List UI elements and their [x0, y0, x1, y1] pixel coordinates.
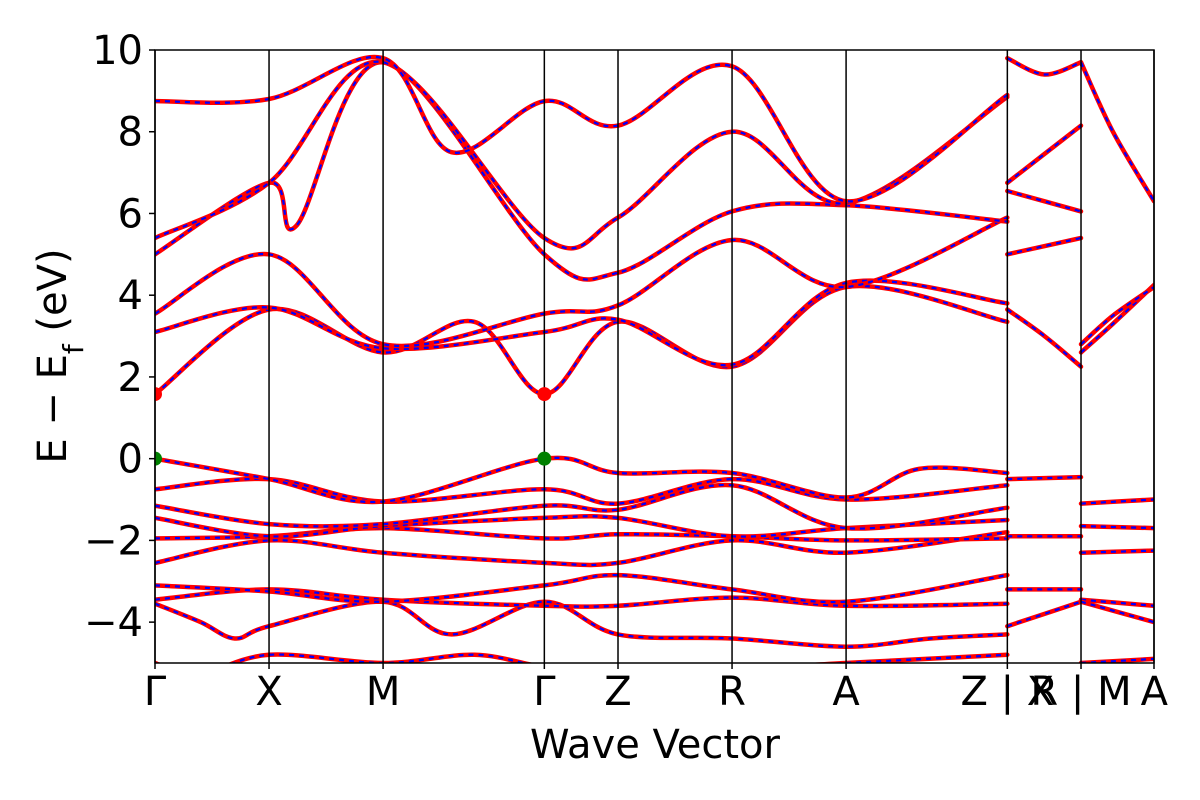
band-0-solid [155, 652, 1010, 663]
band-right-10-dashed [1080, 284, 1154, 354]
band-15-dashed [155, 55, 1008, 203]
band-6-dashed [155, 515, 1008, 538]
band-right-11-dashed [1080, 286, 1154, 346]
y-tick-label-6: −2 [84, 518, 143, 564]
x-tick-label-3: Γ [533, 669, 556, 715]
band-4-dashed [155, 531, 1008, 567]
band-right-2-dashed [1007, 236, 1082, 256]
band-14-dashed [155, 60, 1008, 250]
band-right-13-dashed [1080, 525, 1154, 530]
band-10-solid [155, 283, 1010, 397]
x-tick-label-7: Z | X [960, 669, 1054, 715]
x-tick-label-5: R [718, 669, 746, 715]
x-tick-label-6: A [832, 669, 860, 715]
band-right-14-dashed [1080, 549, 1154, 554]
band-right-11-solid [1078, 284, 1154, 347]
x-tick-label-1: X [255, 669, 282, 715]
y-tick-label-1: 8 [118, 110, 143, 156]
x-tick-label-9: A [1141, 669, 1169, 715]
cbm-marker-1 [537, 387, 552, 402]
y-tick-label-2: 6 [118, 191, 143, 237]
y-axis-label: E − Ef (eV) [30, 248, 90, 463]
band-right-1-dashed [1007, 189, 1082, 213]
cbm-marker-0 [155, 387, 162, 402]
band-3-dashed [155, 573, 1008, 604]
x-tick-label-4: Z [604, 669, 631, 715]
y-tick-label-7: −4 [84, 600, 143, 646]
band-right-5-dashed [1007, 476, 1082, 481]
band-7-dashed [155, 483, 1008, 530]
bands-layer [155, 54, 1154, 663]
band-right-0-solid [1005, 123, 1084, 186]
x-tick-label-2: M [366, 669, 401, 715]
band-15-solid [155, 54, 1010, 204]
band-right-9-solid [1078, 60, 1154, 204]
band-7-solid [155, 482, 1010, 531]
band-right-3-dashed [1006, 308, 1082, 368]
y-axis-ticks: 10 8 6 4 2 0 −2 −4 [84, 28, 155, 646]
band-14-solid [155, 59, 1010, 251]
x-tick-label-8: R | M [1030, 669, 1131, 715]
band-right-8-dashed [1006, 600, 1082, 628]
band-1-dashed [155, 600, 1008, 648]
y-tick-label-0: 10 [92, 28, 143, 74]
x-axis-label: Wave Vector [530, 722, 781, 768]
vbm-marker-0 [155, 451, 162, 466]
band-right-15-dashed [1080, 598, 1154, 607]
band-13-dashed [155, 61, 1008, 281]
band-right-4-solid [1005, 55, 1084, 77]
vbm-marker-1 [537, 451, 552, 466]
band-edge-markers [155, 387, 552, 466]
band-12-dashed [155, 216, 1008, 348]
plot-frame [154, 49, 1155, 664]
band-10-dashed [155, 284, 1008, 396]
y-tick-label-3: 4 [118, 273, 143, 319]
band-right-12-dashed [1080, 498, 1154, 505]
band-9-dashed [155, 456, 1008, 504]
band-right-4-dashed [1006, 57, 1082, 76]
kpoint-lines [154, 50, 1155, 663]
y-tick-label-4: 2 [118, 355, 143, 401]
x-tick-label-0: Γ [144, 669, 167, 715]
band-right-16-dashed [1080, 600, 1154, 624]
y-tick-label-5: 0 [118, 437, 143, 483]
band-0-dashed [155, 653, 1008, 663]
band-11-dashed [155, 279, 1008, 367]
